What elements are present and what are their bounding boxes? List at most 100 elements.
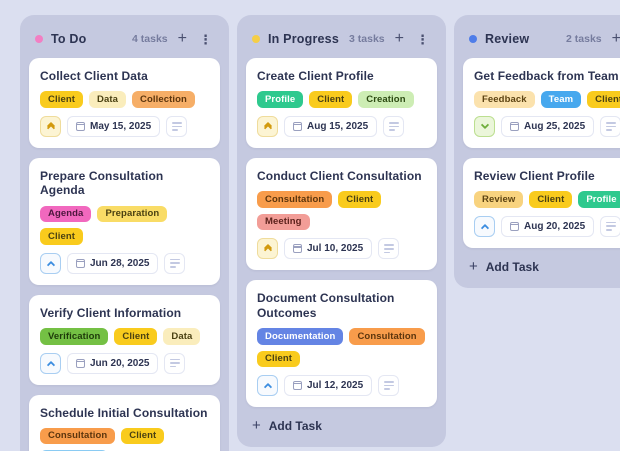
card-meta: May 15, 2025 [40, 115, 209, 137]
priority-icon [40, 252, 61, 274]
tag: Client [114, 328, 158, 345]
column-status-dot [469, 35, 477, 43]
column-header: Review 2 tasks + ⋮ [463, 24, 620, 58]
calendar-icon [76, 121, 85, 131]
column-menu-icon[interactable]: ⋮ [416, 31, 429, 47]
tag-list: Documentation Consultation Client [257, 328, 426, 368]
card-meta: Jul 10, 2025 [257, 238, 426, 260]
tag: Collection [132, 91, 195, 108]
task-card[interactable]: Conduct Client Consultation Consultation… [246, 157, 437, 271]
task-card[interactable]: Get Feedback from Team Feedback Team Cli… [463, 58, 620, 148]
card-title: Create Client Profile [257, 69, 374, 83]
tag: Client [257, 350, 300, 368]
description-icon [164, 352, 186, 374]
tag-list: Client Data Collection [40, 91, 209, 108]
tag: Client [529, 191, 573, 208]
due-date-chip: Aug 25, 2025 [501, 115, 595, 137]
add-card-icon[interactable]: + [177, 30, 187, 47]
add-card-icon[interactable]: + [394, 30, 404, 47]
task-card[interactable]: Schedule Initial Consultation Consultati… [29, 394, 220, 451]
due-date-chip: Jul 10, 2025 [284, 238, 373, 260]
task-card[interactable]: Verify Client Information Verification C… [29, 294, 220, 385]
add-task-label: Add Task [485, 259, 539, 274]
calendar-icon [510, 121, 519, 131]
column-title: In Progress [268, 32, 339, 46]
due-date: Jun 20, 2025 [90, 357, 150, 369]
due-date: May 15, 2025 [90, 120, 152, 132]
card-list: Collect Client Data Client Data Collecti… [29, 58, 220, 451]
card-title: Prepare Consultation Agenda [40, 168, 164, 198]
tag: Feedback [474, 91, 535, 108]
plus-icon: + [469, 257, 478, 275]
tag: Consultation [40, 427, 116, 445]
tag: Consultation [257, 191, 333, 208]
column-title: To Do [51, 32, 87, 46]
card-meta: Jun 20, 2025 [40, 352, 209, 374]
card-meta: Aug 25, 2025 [474, 115, 620, 137]
task-card[interactable]: Collect Client Data Client Data Collecti… [29, 58, 220, 148]
calendar-icon [510, 221, 519, 231]
priority-icon [40, 352, 61, 374]
task-count: 2 tasks [566, 33, 602, 45]
tag: Client [40, 228, 83, 245]
tag-list: Review Client Profile [474, 191, 620, 208]
due-date-chip: Aug 15, 2025 [284, 115, 378, 137]
card-list: Get Feedback from Team Feedback Team Cli… [463, 58, 620, 248]
task-card[interactable]: Document Consultation Outcomes Documenta… [246, 280, 437, 408]
description-icon [383, 115, 405, 137]
due-date: Jul 10, 2025 [307, 243, 364, 255]
calendar-icon [76, 358, 85, 368]
due-date-chip: Jun 20, 2025 [67, 352, 159, 374]
tag-list: Consultation Client Meeting [257, 191, 426, 231]
calendar-icon [76, 258, 85, 268]
task-card[interactable]: Review Client Profile Review Client Prof… [463, 157, 620, 248]
card-title: Verify Client Information [40, 305, 182, 320]
column-status-dot [252, 35, 260, 43]
description-icon [378, 375, 400, 397]
tag: Client [40, 91, 83, 108]
description-icon [166, 115, 188, 137]
calendar-icon [293, 121, 302, 131]
tag: Profile [578, 191, 620, 208]
card-meta: Jul 12, 2025 [257, 375, 426, 397]
card-title: Collect Client Data [40, 69, 148, 83]
card-meta: Aug 15, 2025 [257, 115, 426, 137]
due-date-chip: Aug 20, 2025 [501, 215, 595, 237]
priority-icon [257, 115, 278, 137]
due-date-chip: May 15, 2025 [67, 115, 161, 137]
column-status-dot [35, 35, 43, 43]
calendar-icon [293, 381, 302, 391]
add-task-button[interactable]: + Add Task [463, 248, 620, 279]
task-card[interactable]: Prepare Consultation Agenda Agenda Prepa… [29, 157, 220, 285]
add-card-icon[interactable]: + [610, 31, 620, 47]
column-menu-icon[interactable]: ⋮ [199, 31, 212, 47]
column-todo: To Do 4 tasks + ⋮ Collect Client Data Cl… [20, 15, 229, 451]
tag-list: Consultation Client Scheduling [40, 427, 209, 451]
priority-icon [474, 115, 495, 137]
column-title: Review [485, 32, 530, 46]
tag: Data [163, 328, 201, 345]
task-card[interactable]: Create Client Profile Profile Client Cre… [246, 58, 437, 148]
priority-icon [257, 375, 278, 397]
card-title: Review Client Profile [474, 168, 595, 183]
due-date: Aug 15, 2025 [307, 120, 369, 132]
description-icon [378, 238, 400, 260]
tag: Verification [40, 328, 109, 345]
due-date: Aug 25, 2025 [524, 120, 586, 132]
tag: Meeting [257, 213, 310, 231]
tag: Client [309, 91, 353, 108]
tag: Team [540, 91, 582, 108]
tag-list: Profile Client Creation [257, 91, 426, 108]
card-title: Schedule Initial Consultation [40, 405, 208, 420]
plus-icon: + [252, 417, 261, 435]
card-title: Get Feedback from Team [474, 69, 619, 83]
tag: Client [587, 91, 620, 108]
due-date-chip: Jul 12, 2025 [284, 375, 373, 397]
tag: Profile [257, 91, 304, 108]
task-count: 4 tasks [132, 33, 168, 45]
column-header: In Progress 3 tasks + ⋮ [246, 24, 437, 58]
tag: Client [121, 427, 165, 445]
description-icon [600, 115, 620, 137]
add-task-button[interactable]: + Add Task [246, 407, 437, 438]
